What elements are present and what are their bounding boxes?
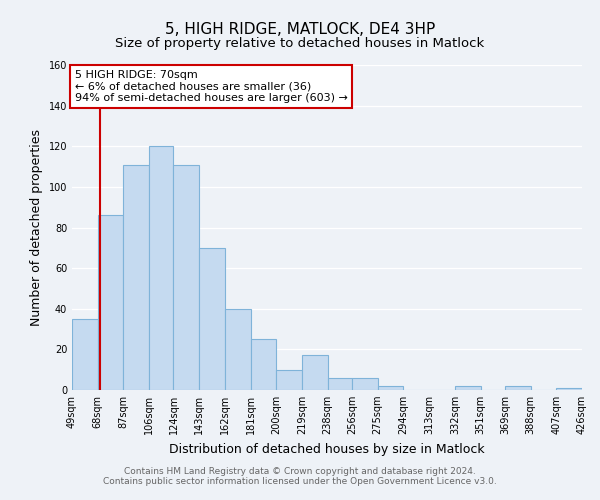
Bar [98,216,124,390]
Bar [556,388,582,390]
Bar [302,356,328,390]
Text: Size of property relative to detached houses in Matlock: Size of property relative to detached ho… [115,38,485,51]
Bar [378,386,403,390]
Bar [225,308,251,390]
Bar [199,248,225,390]
Bar [72,319,98,390]
Bar [149,146,173,390]
Bar [251,339,276,390]
Bar [276,370,302,390]
Text: 5, HIGH RIDGE, MATLOCK, DE4 3HP: 5, HIGH RIDGE, MATLOCK, DE4 3HP [165,22,435,38]
Bar [455,386,481,390]
Text: Contains HM Land Registry data © Crown copyright and database right 2024.: Contains HM Land Registry data © Crown c… [124,467,476,476]
X-axis label: Distribution of detached houses by size in Matlock: Distribution of detached houses by size … [169,442,485,456]
Y-axis label: Number of detached properties: Number of detached properties [30,129,43,326]
Text: 5 HIGH RIDGE: 70sqm
← 6% of detached houses are smaller (36)
94% of semi-detache: 5 HIGH RIDGE: 70sqm ← 6% of detached hou… [74,70,347,103]
Bar [124,164,149,390]
Bar [173,164,199,390]
Bar [328,378,352,390]
Bar [352,378,378,390]
Text: Contains public sector information licensed under the Open Government Licence v3: Contains public sector information licen… [103,477,497,486]
Bar [505,386,530,390]
